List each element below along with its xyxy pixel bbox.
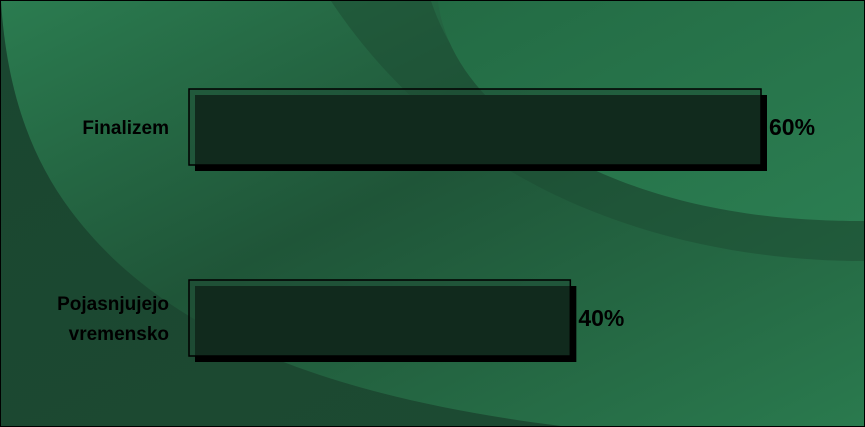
category-label-line: Finalizem: [82, 118, 169, 139]
bar-2: [188, 279, 572, 357]
bar-1: [188, 88, 762, 166]
value-label: 60%: [769, 114, 815, 140]
category-label-line: Pojasnjujejo: [57, 294, 169, 315]
bars-layer: 60% Finalizem 40% Pojasnjujejo vremensko: [57, 88, 815, 362]
category-label-line: vremensko: [69, 324, 169, 345]
value-label: 40%: [578, 305, 624, 331]
category-label: Pojasnjujejo vremensko: [57, 294, 169, 345]
category-label: Finalizem: [82, 118, 169, 139]
